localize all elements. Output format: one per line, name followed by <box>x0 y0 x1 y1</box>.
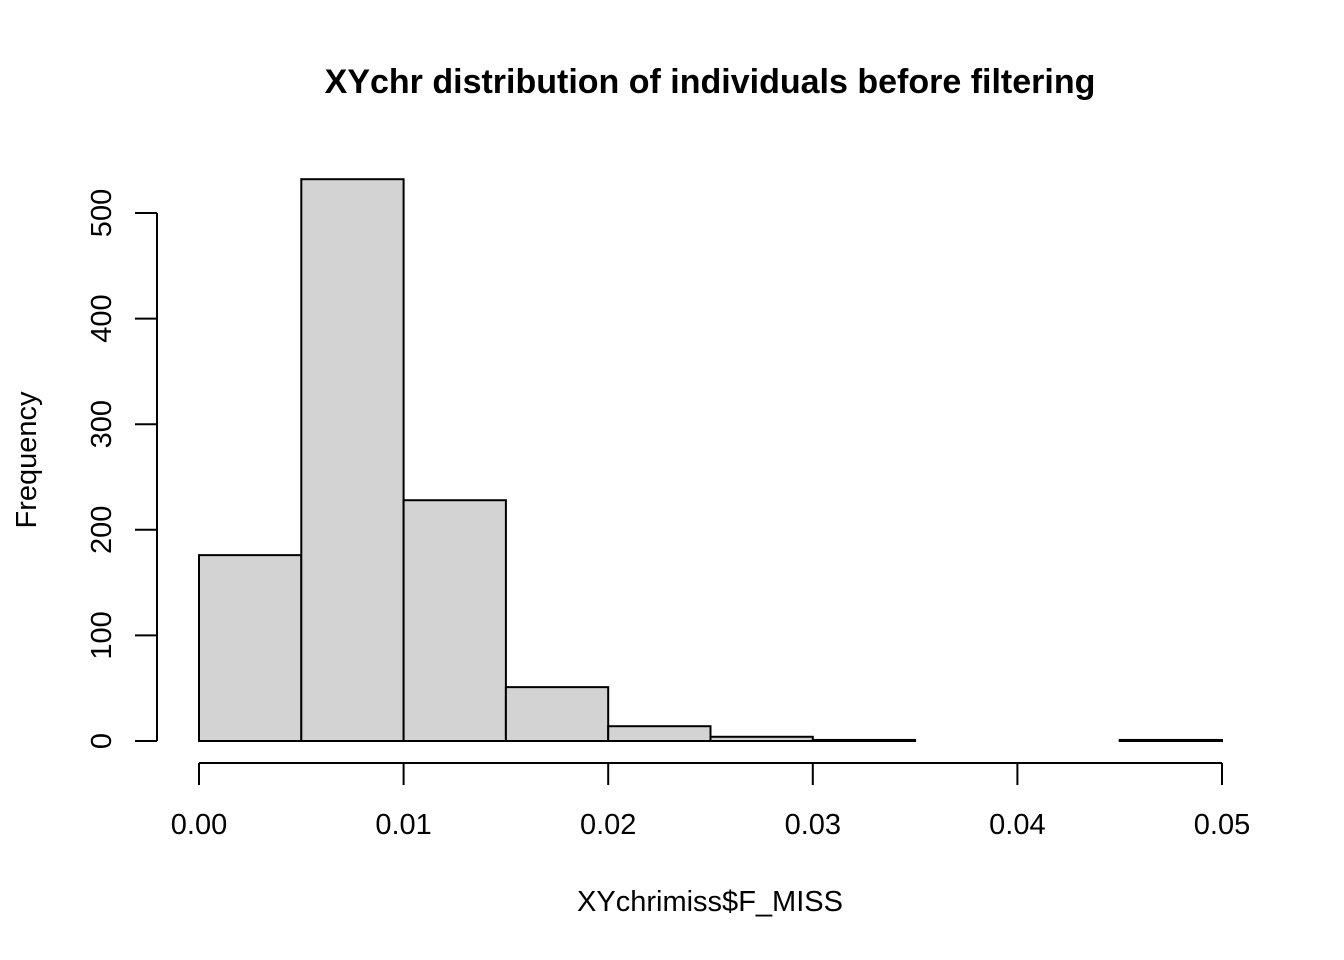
x-tick-label: 0.04 <box>989 809 1045 841</box>
y-tick-label: 0 <box>86 733 118 749</box>
y-axis: 0 100 200 300 400 500 <box>86 189 158 749</box>
y-tick-label: 300 <box>86 400 118 448</box>
x-tick-label: 0.01 <box>375 809 431 841</box>
histogram-bar <box>198 554 303 742</box>
x-tick-label: 0.00 <box>171 809 227 841</box>
y-tick-label: 100 <box>86 611 118 659</box>
histogram-bar <box>811 738 917 742</box>
y-axis-label: Frequency <box>11 391 43 529</box>
x-axis: 0.00 0.01 0.02 0.03 0.04 0.05 <box>171 762 1250 841</box>
histogram-bar <box>300 178 405 742</box>
y-tick-label: 500 <box>86 189 118 237</box>
x-tick-label: 0.03 <box>785 809 841 841</box>
y-tick-label: 200 <box>86 506 118 554</box>
histogram-bar <box>402 499 507 742</box>
bars-group <box>198 178 1223 743</box>
histogram-bar <box>709 735 814 743</box>
histogram-bar <box>504 686 610 742</box>
x-axis-label: XYchrimiss$F_MISS <box>577 886 843 918</box>
x-tick-label: 0.02 <box>580 809 636 841</box>
x-tick-label: 0.05 <box>1194 809 1250 841</box>
y-tick-label: 400 <box>86 294 118 342</box>
chart-title: XYchr distribution of individuals before… <box>325 63 1096 101</box>
histogram-bar <box>1118 738 1223 742</box>
histogram-bar <box>607 725 712 743</box>
